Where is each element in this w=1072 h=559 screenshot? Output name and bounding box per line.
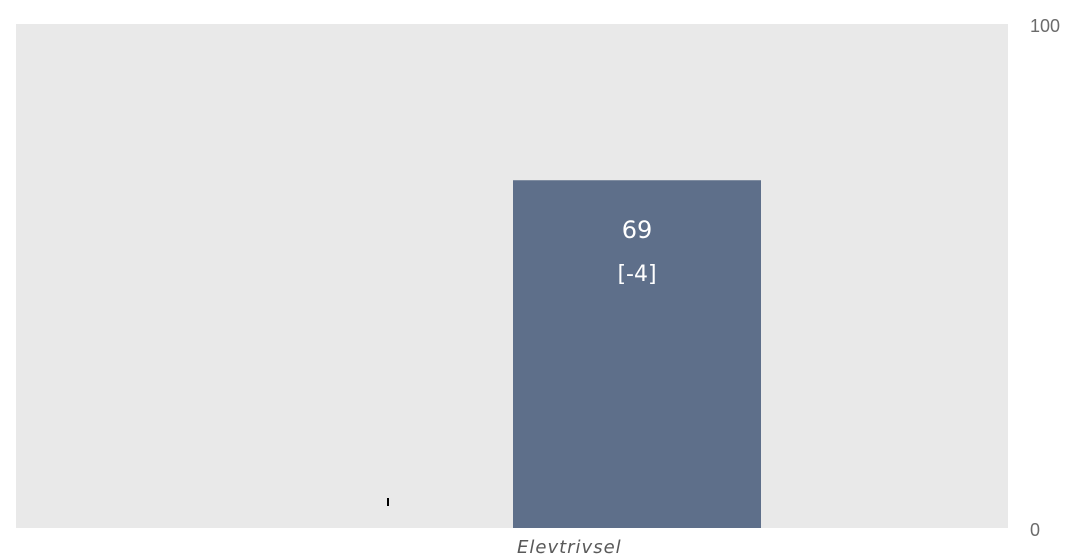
bar bbox=[513, 180, 761, 529]
plot-area bbox=[16, 24, 1008, 528]
category-label: Elevtrivsel bbox=[517, 537, 622, 558]
bars-group: 69 [-4] bbox=[513, 180, 761, 529]
y-tick-label-max: 100 bbox=[1030, 16, 1060, 36]
y-tick-label-min: 0 bbox=[1030, 520, 1040, 540]
bar-value-label: 69 bbox=[622, 216, 653, 244]
bar-change-label: [-4] bbox=[617, 262, 656, 287]
